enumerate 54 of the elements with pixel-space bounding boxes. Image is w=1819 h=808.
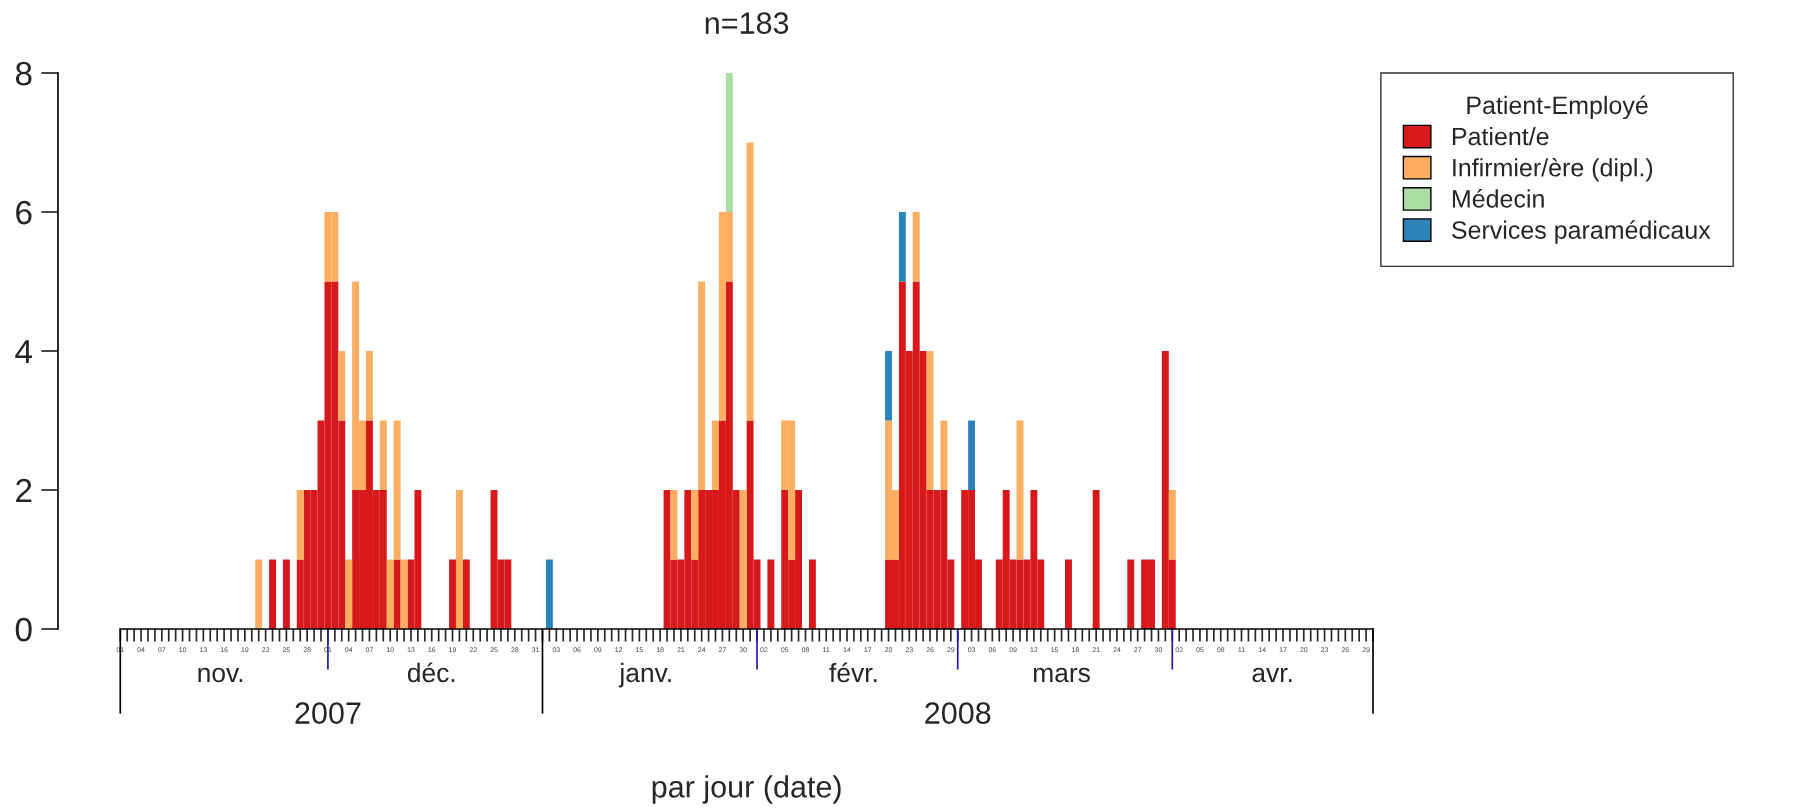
text: févr. (829, 662, 877, 683)
bar (739, 490, 747, 629)
bar (1127, 559, 1135, 629)
x-axis-title: par jour (date) (652, 775, 841, 804)
y-tick-label: 8 (15, 61, 32, 86)
text: déc. (407, 662, 455, 683)
bar (1168, 490, 1176, 560)
y-tick-label: 2 (16, 478, 32, 503)
bar (1092, 490, 1100, 629)
legend-label: Patient/e (1452, 126, 1549, 146)
legend-label: Infirmier/ère (dipl.) (1453, 157, 1653, 182)
bar (393, 420, 401, 560)
bar (545, 559, 553, 629)
bar (386, 559, 394, 629)
bar (698, 281, 706, 490)
bar (968, 420, 976, 490)
text: 2008 (925, 702, 991, 724)
bar (767, 559, 775, 629)
legend-title: Patient-Employé (1467, 95, 1648, 120)
bar (255, 559, 263, 629)
bar (940, 420, 948, 490)
bar (898, 212, 906, 282)
legend-label: Services paramédicaux (1452, 220, 1711, 244)
text: janv. (618, 662, 671, 688)
bar (808, 559, 816, 629)
bar (400, 559, 408, 629)
bar (691, 490, 699, 560)
bar (379, 420, 387, 490)
bar (282, 559, 290, 629)
bar (712, 420, 719, 490)
bar (455, 490, 463, 629)
text: mars (1033, 667, 1090, 683)
bar (296, 490, 304, 560)
text: nov. (198, 667, 243, 683)
bar (393, 559, 401, 629)
y-tick-label: 6 (16, 200, 32, 225)
bar (345, 559, 353, 629)
bar (725, 73, 733, 212)
y-tick-label: 4 (15, 340, 33, 364)
y-tick-label: 0 (15, 617, 32, 642)
bar (912, 212, 920, 282)
chart-title: n=183 (705, 12, 789, 34)
text: avr. (1252, 667, 1292, 683)
bar (1065, 559, 1072, 629)
bar (926, 351, 934, 490)
bar (365, 351, 373, 421)
bar (462, 559, 470, 629)
bar (449, 559, 456, 629)
bar (269, 559, 277, 629)
bar (338, 351, 346, 421)
bar (885, 351, 892, 421)
text: 2007 (295, 702, 361, 724)
legend-label: Médecin (1452, 189, 1544, 208)
bar (746, 142, 754, 421)
